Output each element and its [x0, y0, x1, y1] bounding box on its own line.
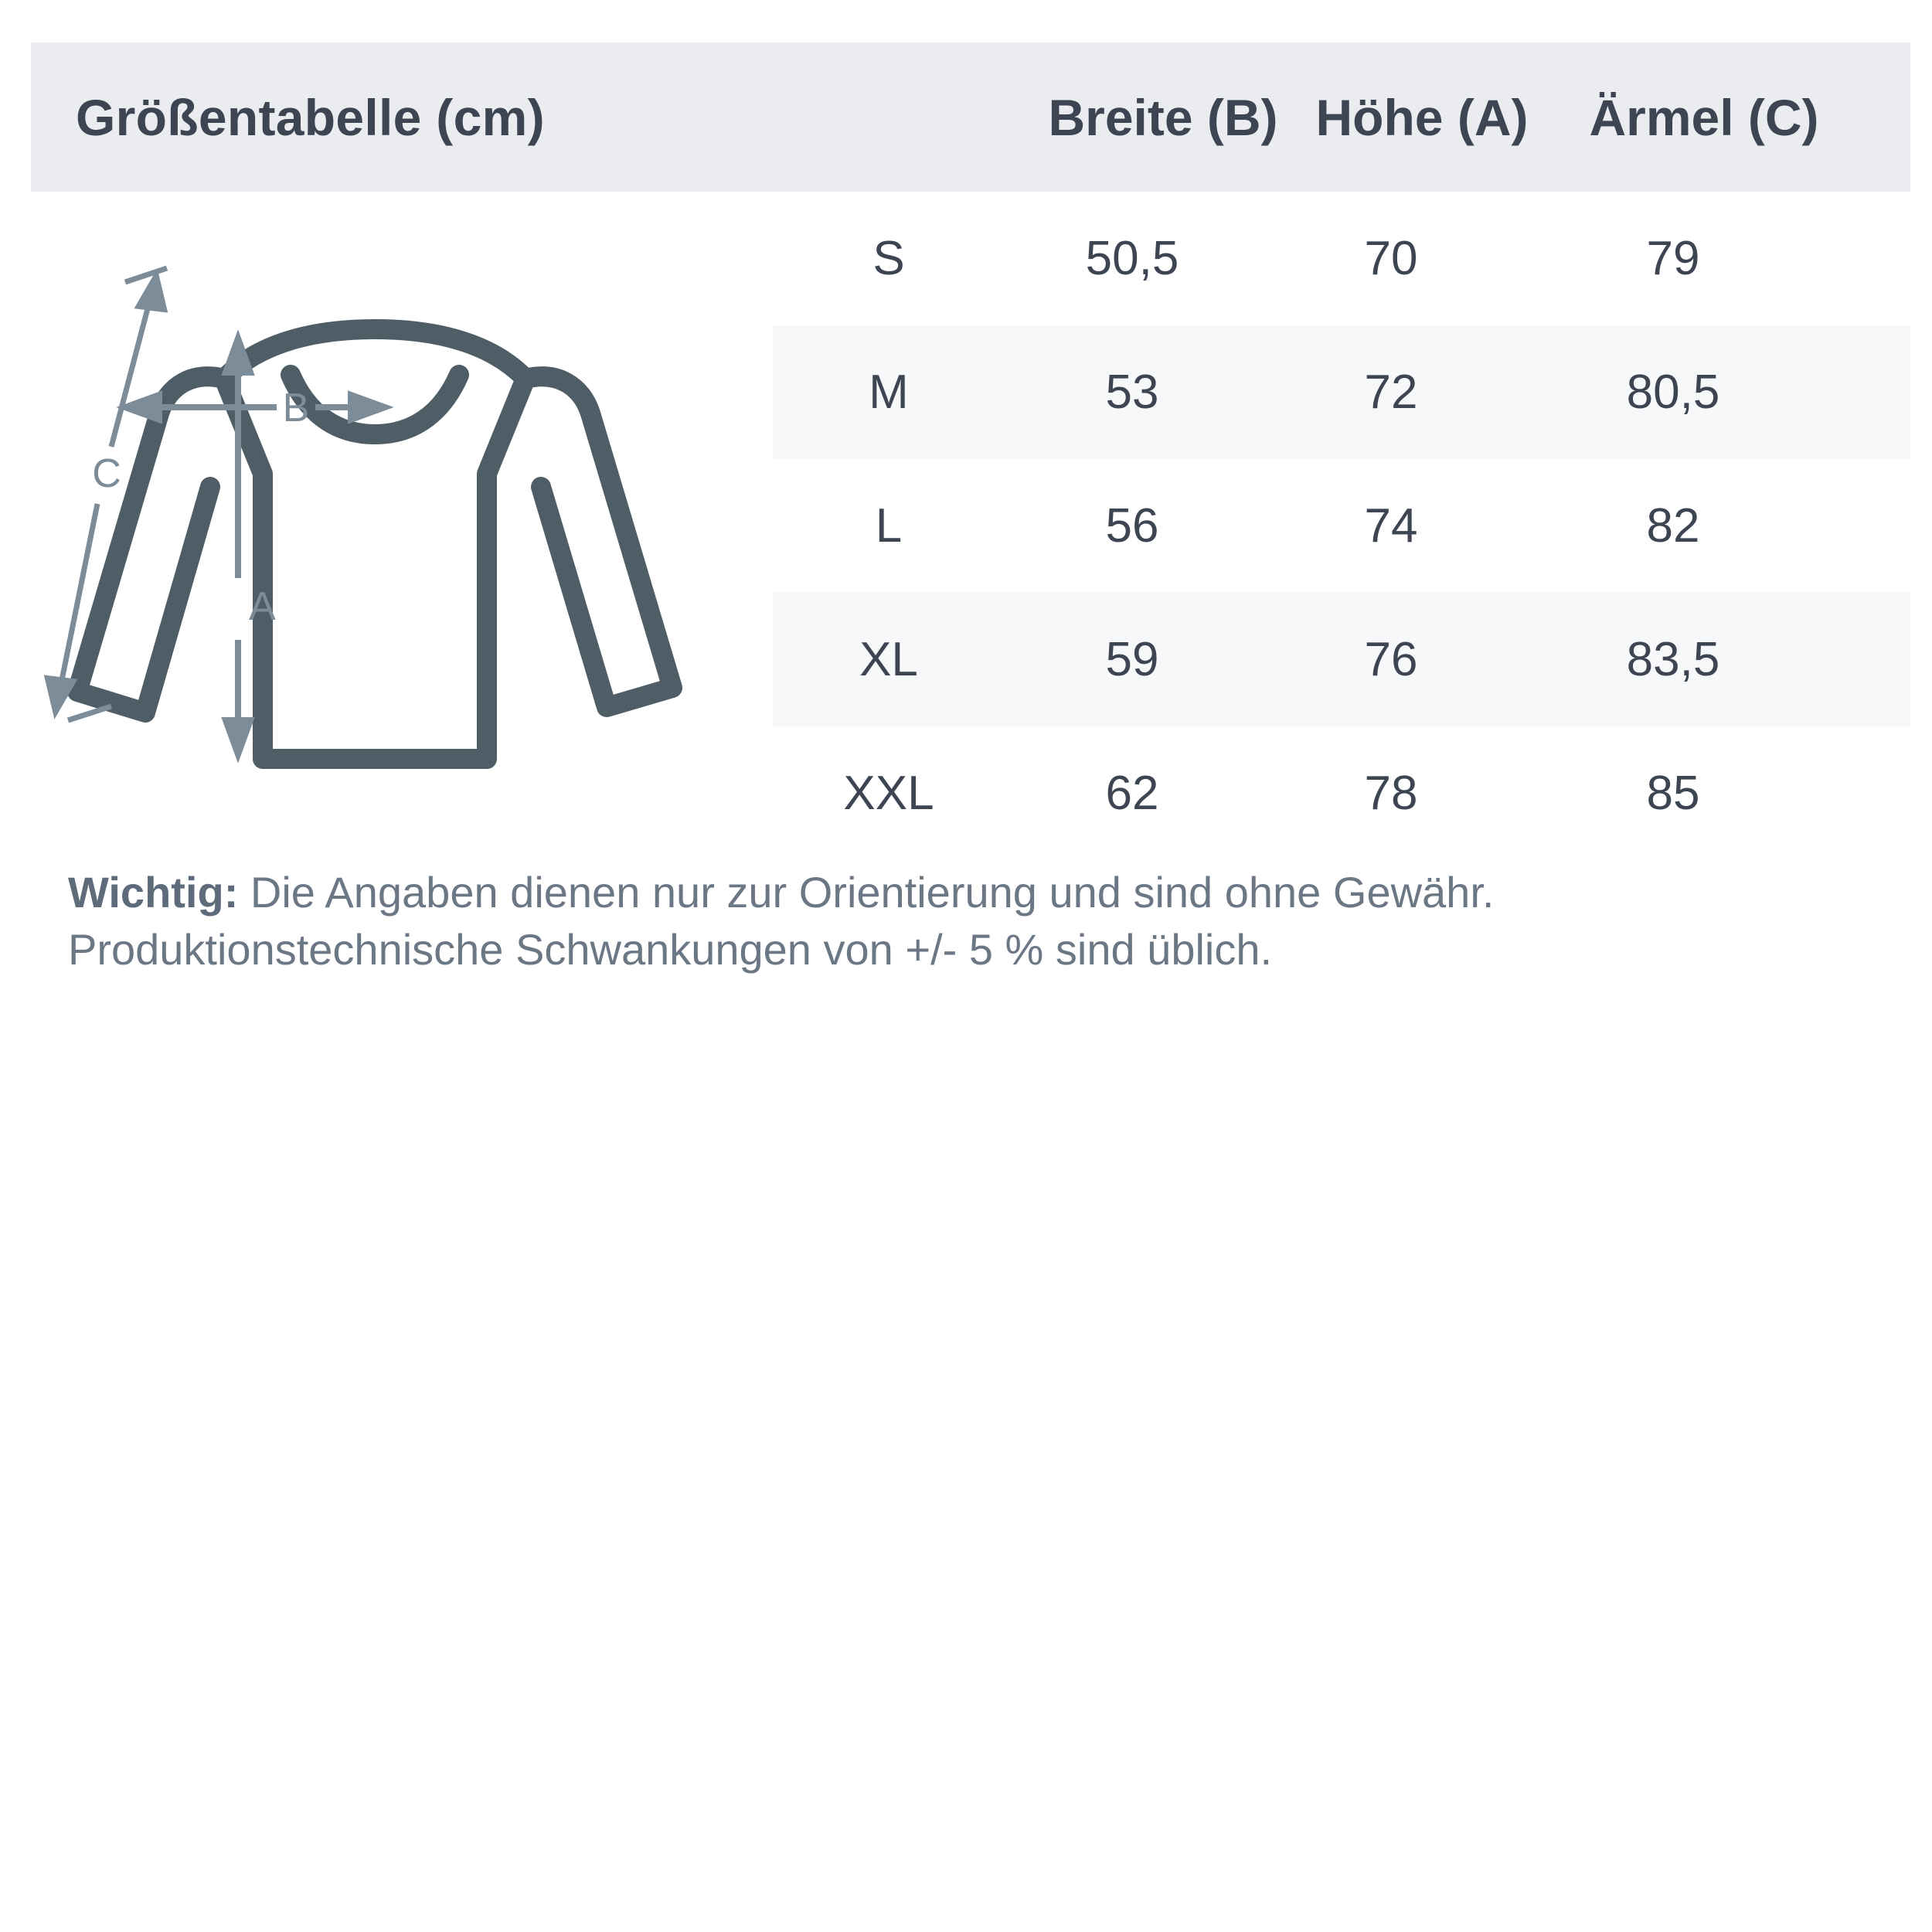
cell-hoehe: 78: [1364, 767, 1418, 820]
table-row: S 50,5 70 79: [773, 192, 1910, 325]
arrow-c-head-bottom: [43, 675, 78, 719]
cell-aermel: 85: [1646, 767, 1700, 820]
dimension-label-c: C: [92, 451, 121, 496]
cell-aermel: 82: [1646, 499, 1700, 553]
dimension-label-a: A: [249, 584, 276, 629]
page-title: Größentabelle (cm): [76, 88, 545, 146]
table-row: XXL 62 78 85: [773, 726, 1910, 860]
table-row: L 56 74 82: [773, 459, 1910, 593]
cell-size: M: [869, 366, 909, 419]
cell-breite: 50,5: [1085, 232, 1179, 285]
cell-size: XL: [859, 633, 918, 686]
dimension-arrows: [43, 265, 394, 764]
arrow-c-tick-bottom: [66, 703, 113, 723]
cell-hoehe: 74: [1364, 499, 1418, 553]
cell-hoehe: 72: [1364, 366, 1418, 419]
table-header-bar: Größentabelle (cm) Breite (B) Höhe (A) Ä…: [31, 43, 1910, 192]
cell-aermel: 83,5: [1626, 633, 1720, 686]
cell-aermel: 80,5: [1626, 366, 1720, 419]
table-row: XL 59 76 83,5: [773, 593, 1910, 726]
cell-size: XXL: [843, 767, 934, 820]
arrow-c-head-top: [134, 268, 168, 313]
cell-hoehe: 76: [1364, 633, 1418, 686]
arrow-a-head-top: [221, 329, 255, 376]
cell-breite: 59: [1105, 633, 1159, 686]
header-column-group: Breite (B) Höhe (A) Ärmel (C): [804, 43, 1910, 192]
size-table: S 50,5 70 79 M 53 72 80,5 L 56 74 82 XL …: [773, 192, 1910, 860]
arrow-a-head-bottom: [221, 717, 255, 764]
cell-breite: 62: [1105, 767, 1159, 820]
disclaimer-line-2: Produktionstechnische Schwankungen von +…: [68, 925, 1273, 975]
arrow-c-line-lower: [59, 503, 100, 681]
cell-hoehe: 70: [1364, 232, 1418, 285]
garment-diagram: A B C: [31, 255, 773, 819]
arrow-c-line-upper: [108, 299, 153, 447]
dimension-label-b: B: [283, 386, 310, 430]
disclaimer-line-1-rest: Die Angaben dienen nur zur Orientierung …: [238, 868, 1495, 917]
garment-outline-icon: [67, 319, 682, 769]
table-row: M 53 72 80,5: [773, 325, 1910, 459]
disclaimer-bold-prefix: Wichtig:: [68, 868, 239, 917]
cell-breite: 53: [1105, 366, 1159, 419]
cell-size: S: [872, 232, 905, 285]
cell-breite: 56: [1105, 499, 1159, 553]
disclaimer-note: Wichtig: Die Angaben dienen nur zur Orie…: [68, 864, 1869, 979]
column-header-aermel: Ärmel (C): [1589, 88, 1819, 146]
arrow-b-head-right: [348, 390, 394, 424]
cell-aermel: 79: [1646, 232, 1700, 285]
cell-size: L: [875, 499, 903, 553]
arrow-c-tick-top: [124, 265, 168, 285]
column-header-hoehe: Höhe (A): [1315, 88, 1529, 146]
arrow-b-head-left: [116, 390, 162, 424]
disclaimer-line-1: Wichtig: Die Angaben dienen nur zur Orie…: [68, 864, 1869, 921]
column-header-breite: Breite (B): [1048, 88, 1278, 146]
